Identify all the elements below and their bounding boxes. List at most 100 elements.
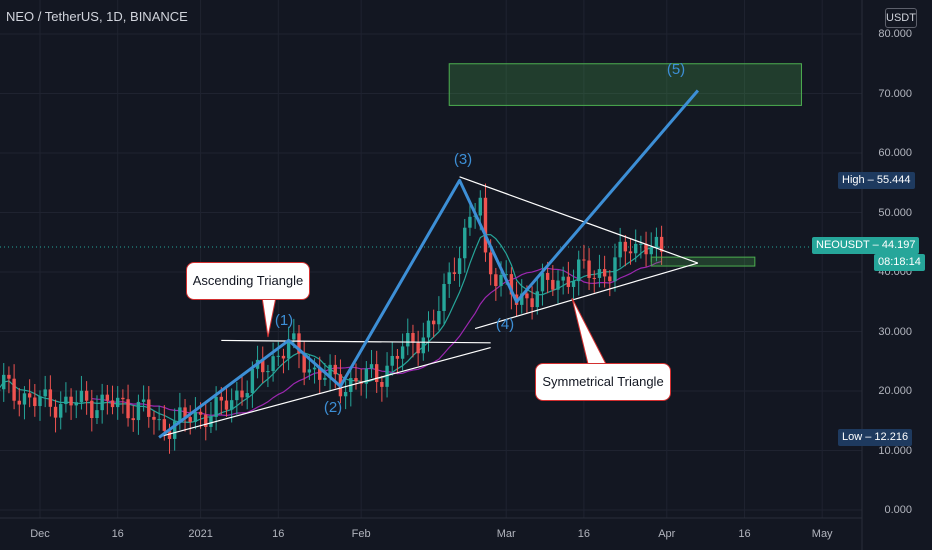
candle-body xyxy=(38,396,42,407)
ascending-support xyxy=(158,346,491,438)
candle-body xyxy=(33,397,37,407)
candle-body xyxy=(499,274,503,287)
candle-body xyxy=(318,367,322,380)
symmetrical-resistance xyxy=(459,176,699,264)
x-tick-label: Feb xyxy=(351,528,371,540)
target-zone xyxy=(448,63,802,106)
candle-body xyxy=(261,359,265,373)
candle-body xyxy=(577,259,581,282)
candle-body xyxy=(307,369,312,373)
candle-body xyxy=(90,400,94,419)
x-tick-label: 16 xyxy=(577,528,591,540)
candle-body xyxy=(520,293,524,305)
candle-body xyxy=(571,281,576,287)
x-tick-label: 16 xyxy=(111,528,124,540)
candle-body xyxy=(27,393,32,398)
candle-body xyxy=(110,400,115,408)
candle-body xyxy=(354,378,358,382)
y-tick-label: 20.000 xyxy=(878,385,912,397)
candle-body xyxy=(276,355,280,357)
candle-body xyxy=(566,276,571,287)
wave-path xyxy=(158,89,700,439)
candle-body xyxy=(400,346,405,359)
candle-body xyxy=(162,419,167,431)
candle-body xyxy=(100,394,104,411)
candle-body xyxy=(597,269,602,278)
candle-body xyxy=(297,333,301,354)
symmetrical-triangle-callout: Symmetrical Triangle xyxy=(535,363,671,401)
x-tick-label: 2021 xyxy=(188,528,213,540)
candle-body xyxy=(7,374,11,379)
candle-body xyxy=(525,293,529,299)
candle-body xyxy=(74,402,78,406)
elliott-wave-path xyxy=(158,89,700,439)
candle-body xyxy=(452,272,457,274)
candle-body xyxy=(483,197,488,253)
candle-body xyxy=(178,407,182,422)
candle-body xyxy=(385,365,389,387)
candle-body xyxy=(390,355,394,366)
candle-body xyxy=(79,390,84,403)
candle-body xyxy=(286,339,291,359)
currency-button[interactable]: USDT xyxy=(885,8,917,28)
candle-body xyxy=(375,364,379,382)
candle-body xyxy=(116,397,120,408)
candle-body xyxy=(198,411,203,415)
candle-body xyxy=(204,414,208,427)
candle-body xyxy=(136,401,141,421)
candle-body xyxy=(84,390,89,401)
candle-body xyxy=(281,355,286,359)
candle-body xyxy=(582,259,586,261)
candle-body xyxy=(302,353,306,373)
candle-body xyxy=(608,276,612,282)
x-tick-label: Apr xyxy=(658,528,676,540)
candle-body xyxy=(328,364,332,378)
candle-body xyxy=(105,394,110,401)
candle-body xyxy=(416,342,420,354)
candle-body xyxy=(426,320,431,338)
wave-label-5: (5) xyxy=(666,61,686,78)
y-tick-label: 10.000 xyxy=(878,444,912,457)
candle-body xyxy=(209,416,213,427)
candle-body xyxy=(561,276,565,281)
candle-body xyxy=(437,310,441,325)
candle-body xyxy=(504,274,508,276)
y-tick-label: 30.000 xyxy=(878,325,912,338)
last-price-tag: NEOUSDT – 44.197 xyxy=(812,237,920,254)
candle-body xyxy=(22,393,27,405)
candle-body xyxy=(613,257,617,282)
chart-title: NEO / TetherUS, 1D, BINANCE xyxy=(6,9,188,24)
candle-body xyxy=(395,355,400,359)
entry-zone xyxy=(650,256,756,267)
candle-body xyxy=(628,251,633,254)
candle-body xyxy=(59,404,63,418)
high-value: 55.444 xyxy=(876,174,911,186)
candle-body xyxy=(431,320,436,325)
ascending-resistance xyxy=(221,339,491,344)
candle-body xyxy=(380,381,384,387)
candle-body xyxy=(214,396,218,417)
candle-body xyxy=(639,243,643,245)
wave-label-1: (1) xyxy=(274,312,294,329)
candle-body xyxy=(421,337,426,354)
low-value: 12.216 xyxy=(874,431,909,443)
candle-body xyxy=(618,241,622,258)
candle-body xyxy=(157,419,161,421)
candle-body xyxy=(292,333,296,340)
candle-body xyxy=(644,243,648,255)
y-tick-label: 70.000 xyxy=(878,87,912,100)
high-tag: High – 55.444 xyxy=(838,172,915,189)
candle-body xyxy=(333,364,337,375)
candle-body xyxy=(535,291,539,308)
candle-body xyxy=(271,356,275,372)
x-tick-label: Mar xyxy=(496,528,516,540)
grid-lines xyxy=(0,0,862,518)
candle-body xyxy=(193,411,198,422)
candle-body xyxy=(188,417,192,422)
y-tick-label: 50.000 xyxy=(878,206,912,219)
candle-body xyxy=(463,227,467,259)
candle-body xyxy=(478,197,482,216)
candle-body xyxy=(323,377,327,380)
candle-body xyxy=(152,416,156,420)
